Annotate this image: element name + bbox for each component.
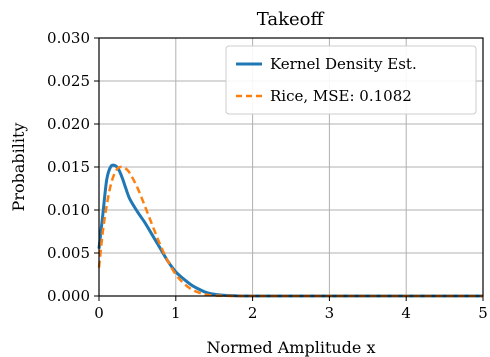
x-tick-label: 1 — [171, 304, 181, 322]
series-group — [97, 163, 483, 298]
ticks: 0 1 2 3 4 5 0.000 0.005 0.010 0.015 0.020 0.025 0.03… — [47, 29, 488, 322]
y-tick-label: 0.010 — [47, 201, 90, 219]
legend-label-rice: Rice, MSE: 0.1082 — [270, 87, 412, 105]
legend: Kernel Density Est. Rice, MSE: 0.1082 — [225, 45, 477, 115]
legend-box — [225, 45, 477, 115]
y-tick-label: 0.000 — [47, 287, 90, 305]
y-tick-label: 0.005 — [47, 244, 90, 262]
y-tick-label: 0.025 — [47, 72, 90, 90]
x-tick-label: 4 — [401, 304, 411, 322]
y-tick-label: 0.030 — [47, 29, 90, 47]
x-tick-label: 3 — [325, 304, 335, 322]
series-line-kde — [97, 163, 483, 298]
x-tick-label: 5 — [478, 304, 488, 322]
y-tick-label: 0.015 — [47, 158, 90, 176]
series-line-rice — [97, 165, 483, 298]
legend-label-kde: Kernel Density Est. — [270, 55, 417, 73]
x-tick-label: 2 — [248, 304, 258, 322]
x-axis-label: Normed Amplitude x — [206, 338, 375, 357]
x-tick-label: 0 — [94, 304, 104, 322]
chart-title: Takeoff — [257, 9, 325, 30]
y-tick-label: 0.020 — [47, 115, 90, 133]
y-axis-label: Probability — [9, 123, 28, 212]
